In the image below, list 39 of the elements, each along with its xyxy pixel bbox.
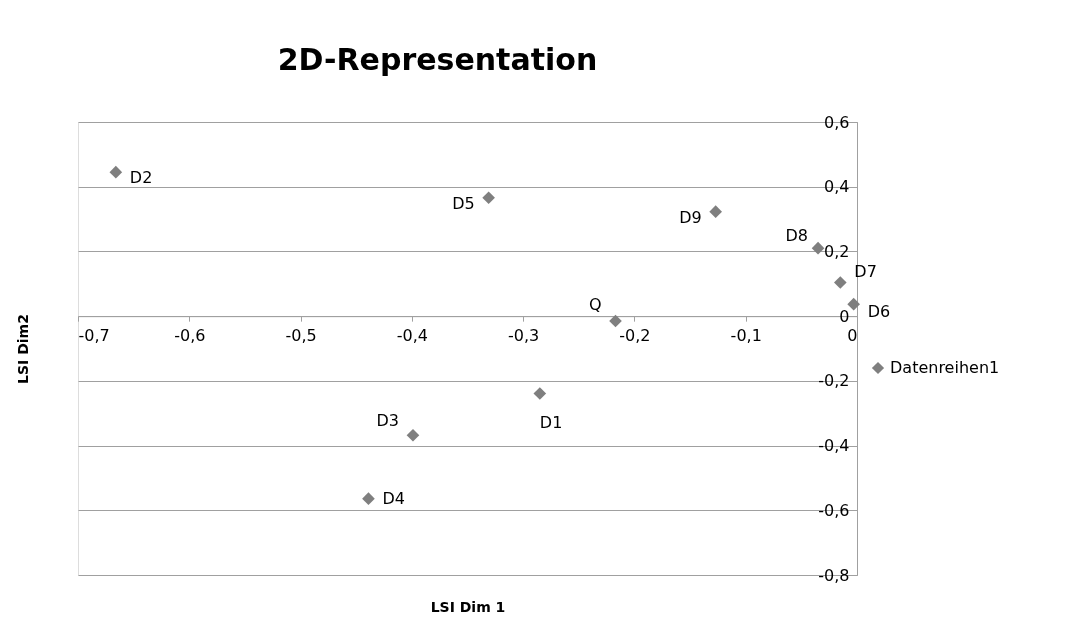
chart-title: 2D-Representation <box>277 42 598 77</box>
annotation: D3 <box>376 411 399 431</box>
annotation: D8 <box>785 226 809 246</box>
x-tick-label: -0,2 <box>619 325 651 345</box>
point <box>482 191 495 205</box>
y-tick-label: 0,2 <box>824 241 850 261</box>
point <box>709 205 722 218</box>
y-tick-label: -0,8 <box>818 565 850 585</box>
x-tick-label: -0,1 <box>730 325 762 345</box>
x-tick-label: -0,3 <box>508 325 540 345</box>
point <box>362 492 375 505</box>
y-tick-label: 0 <box>839 306 850 326</box>
point <box>109 165 123 179</box>
y-tick-label: -0,2 <box>818 371 850 391</box>
y-tick-label: -0,4 <box>818 436 850 456</box>
annotation: D2 <box>129 168 153 188</box>
x-axis-title: LSI Dim 1 <box>430 598 506 615</box>
point <box>833 276 847 289</box>
annotation: D5 <box>452 193 475 213</box>
y-tick-label: -0,6 <box>818 500 850 520</box>
x-tick-label: -0,4 <box>396 325 428 345</box>
point <box>406 428 420 442</box>
x-tick-label: -0,7 <box>78 325 110 345</box>
point <box>533 387 547 400</box>
x-tick-label: -0,6 <box>174 325 206 345</box>
annotation: D7 <box>854 262 877 282</box>
point <box>847 297 860 311</box>
y-axis-title: LSI Dim2 <box>14 314 31 384</box>
x-tick-label: -0,5 <box>285 325 317 345</box>
annotation: Q <box>588 295 602 314</box>
annotation: D4 <box>382 488 405 508</box>
annotation: D6 <box>867 302 891 322</box>
annotation: D9 <box>679 207 702 227</box>
y-tick-label: 0,6 <box>824 112 850 132</box>
point <box>811 241 825 255</box>
legend-label: Datenreihen1 <box>890 358 1000 377</box>
y-tick-label: 0,4 <box>824 177 850 197</box>
annotation: D1 <box>539 413 563 433</box>
point <box>609 314 622 328</box>
